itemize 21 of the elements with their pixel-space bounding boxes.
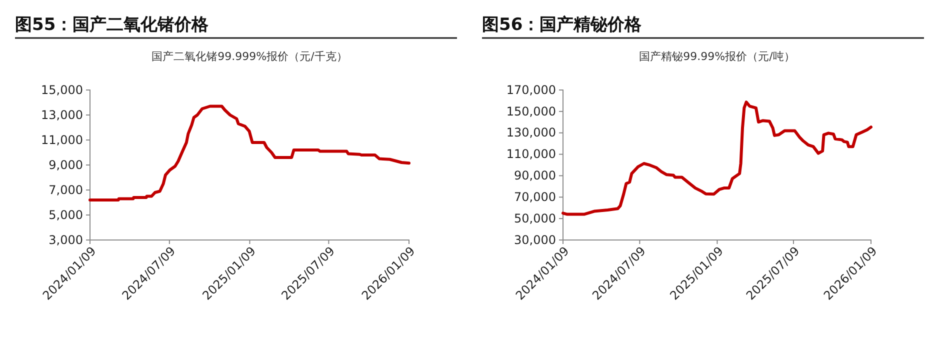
chart-title: 图56：国产精铋价格 [482,15,643,35]
y-tick-label: 50,000 [514,211,556,226]
y-tick-label: 150,000 [506,104,556,118]
y-tick-label: 13,000 [41,108,83,122]
y-tick-label: 5,000 [48,208,83,222]
y-tick-label: 30,000 [514,232,556,247]
y-tick-label: 9,000 [48,158,83,172]
y-tick-label: 90,000 [514,168,556,183]
y-tick-label: 70,000 [514,190,556,204]
y-tick-label: 7,000 [48,182,83,197]
line-series [562,100,872,216]
y-tick-label: 130,000 [506,126,556,140]
y-tick-label: 3,000 [48,232,83,247]
line-series [88,104,410,202]
chart-subtitle: 国产二氧化锗99.999%报价（元/千克） [152,50,348,63]
y-tick-label: 110,000 [506,147,556,162]
y-tick-label: 170,000 [506,82,556,97]
y-tick-label: 11,000 [41,132,83,147]
chart-subtitle: 国产精铋99.99%报价（元/吨） [639,50,795,63]
chart-title: 图55：国产二氧化锗价格 [15,15,210,35]
y-tick-label: 15,000 [41,82,83,97]
